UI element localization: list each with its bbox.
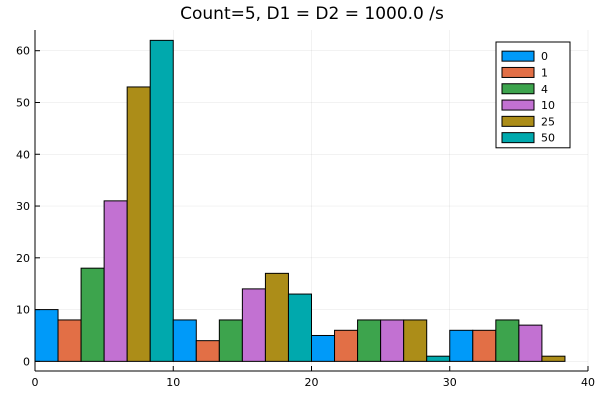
- legend-swatch-25: [501, 115, 535, 127]
- x-tick-label: 20: [305, 376, 319, 389]
- x-tick-label: 0: [32, 376, 39, 389]
- y-tick-label: 20: [16, 252, 30, 265]
- y-tick-label: 50: [16, 96, 30, 109]
- y-tick-label: 40: [16, 148, 30, 161]
- y-tick-label: 0: [23, 355, 30, 368]
- bar-10-group-2: [380, 319, 405, 362]
- bar-1-group-3: [472, 329, 497, 362]
- bar-4-group-1: [218, 319, 243, 362]
- legend-swatch-50: [501, 132, 535, 144]
- x-tick-label: 10: [166, 376, 180, 389]
- bar-4-group-3: [495, 319, 520, 362]
- x-tick-label: 40: [581, 376, 595, 389]
- bar-25-group-1: [264, 272, 289, 362]
- bar-4-group-0: [80, 267, 105, 362]
- bar-10-group-0: [103, 200, 128, 362]
- bar-0-group-1: [172, 319, 197, 362]
- chart-title: Count=5, D1 = D2 = 1000.0 /s: [180, 4, 444, 24]
- bar-50-group-2: [426, 355, 451, 362]
- x-tick-label: 30: [443, 376, 457, 389]
- bar-10-group-3: [518, 324, 543, 362]
- y-tick-label: 10: [16, 304, 30, 317]
- bar-0-group-3: [449, 329, 474, 362]
- y-tick-label: 30: [16, 200, 30, 213]
- legend-swatch-1: [501, 66, 535, 78]
- legend-swatch-10: [501, 99, 535, 111]
- bar-1-group-2: [334, 329, 359, 362]
- bar-25-group-3: [541, 355, 566, 362]
- legend-label-10: 10: [541, 99, 555, 112]
- bar-1-group-1: [195, 340, 220, 362]
- bar-1-group-0: [57, 319, 82, 362]
- legend-label-0: 0: [541, 50, 548, 63]
- bars: [34, 39, 566, 362]
- bar-25-group-2: [403, 319, 428, 362]
- legend-label-1: 1: [541, 66, 548, 79]
- bar-10-group-1: [241, 288, 266, 362]
- bar-0-group-2: [310, 334, 336, 362]
- axes: [34, 30, 589, 372]
- bar-4-group-2: [357, 319, 382, 362]
- legend-label-4: 4: [541, 83, 548, 96]
- bar-50-group-1: [287, 293, 313, 362]
- legend-swatch-0: [501, 50, 535, 62]
- y-tick-label: 60: [16, 45, 30, 58]
- legend[interactable]: 0 1 4 10 25 50: [495, 41, 571, 149]
- bar-25-group-0: [126, 86, 151, 362]
- bar-0-group-0: [34, 309, 59, 362]
- legend-swatch-4: [501, 83, 535, 95]
- legend-label-25: 25: [541, 115, 555, 128]
- bar-50-group-0: [149, 39, 174, 362]
- legend-label-50: 50: [541, 132, 555, 145]
